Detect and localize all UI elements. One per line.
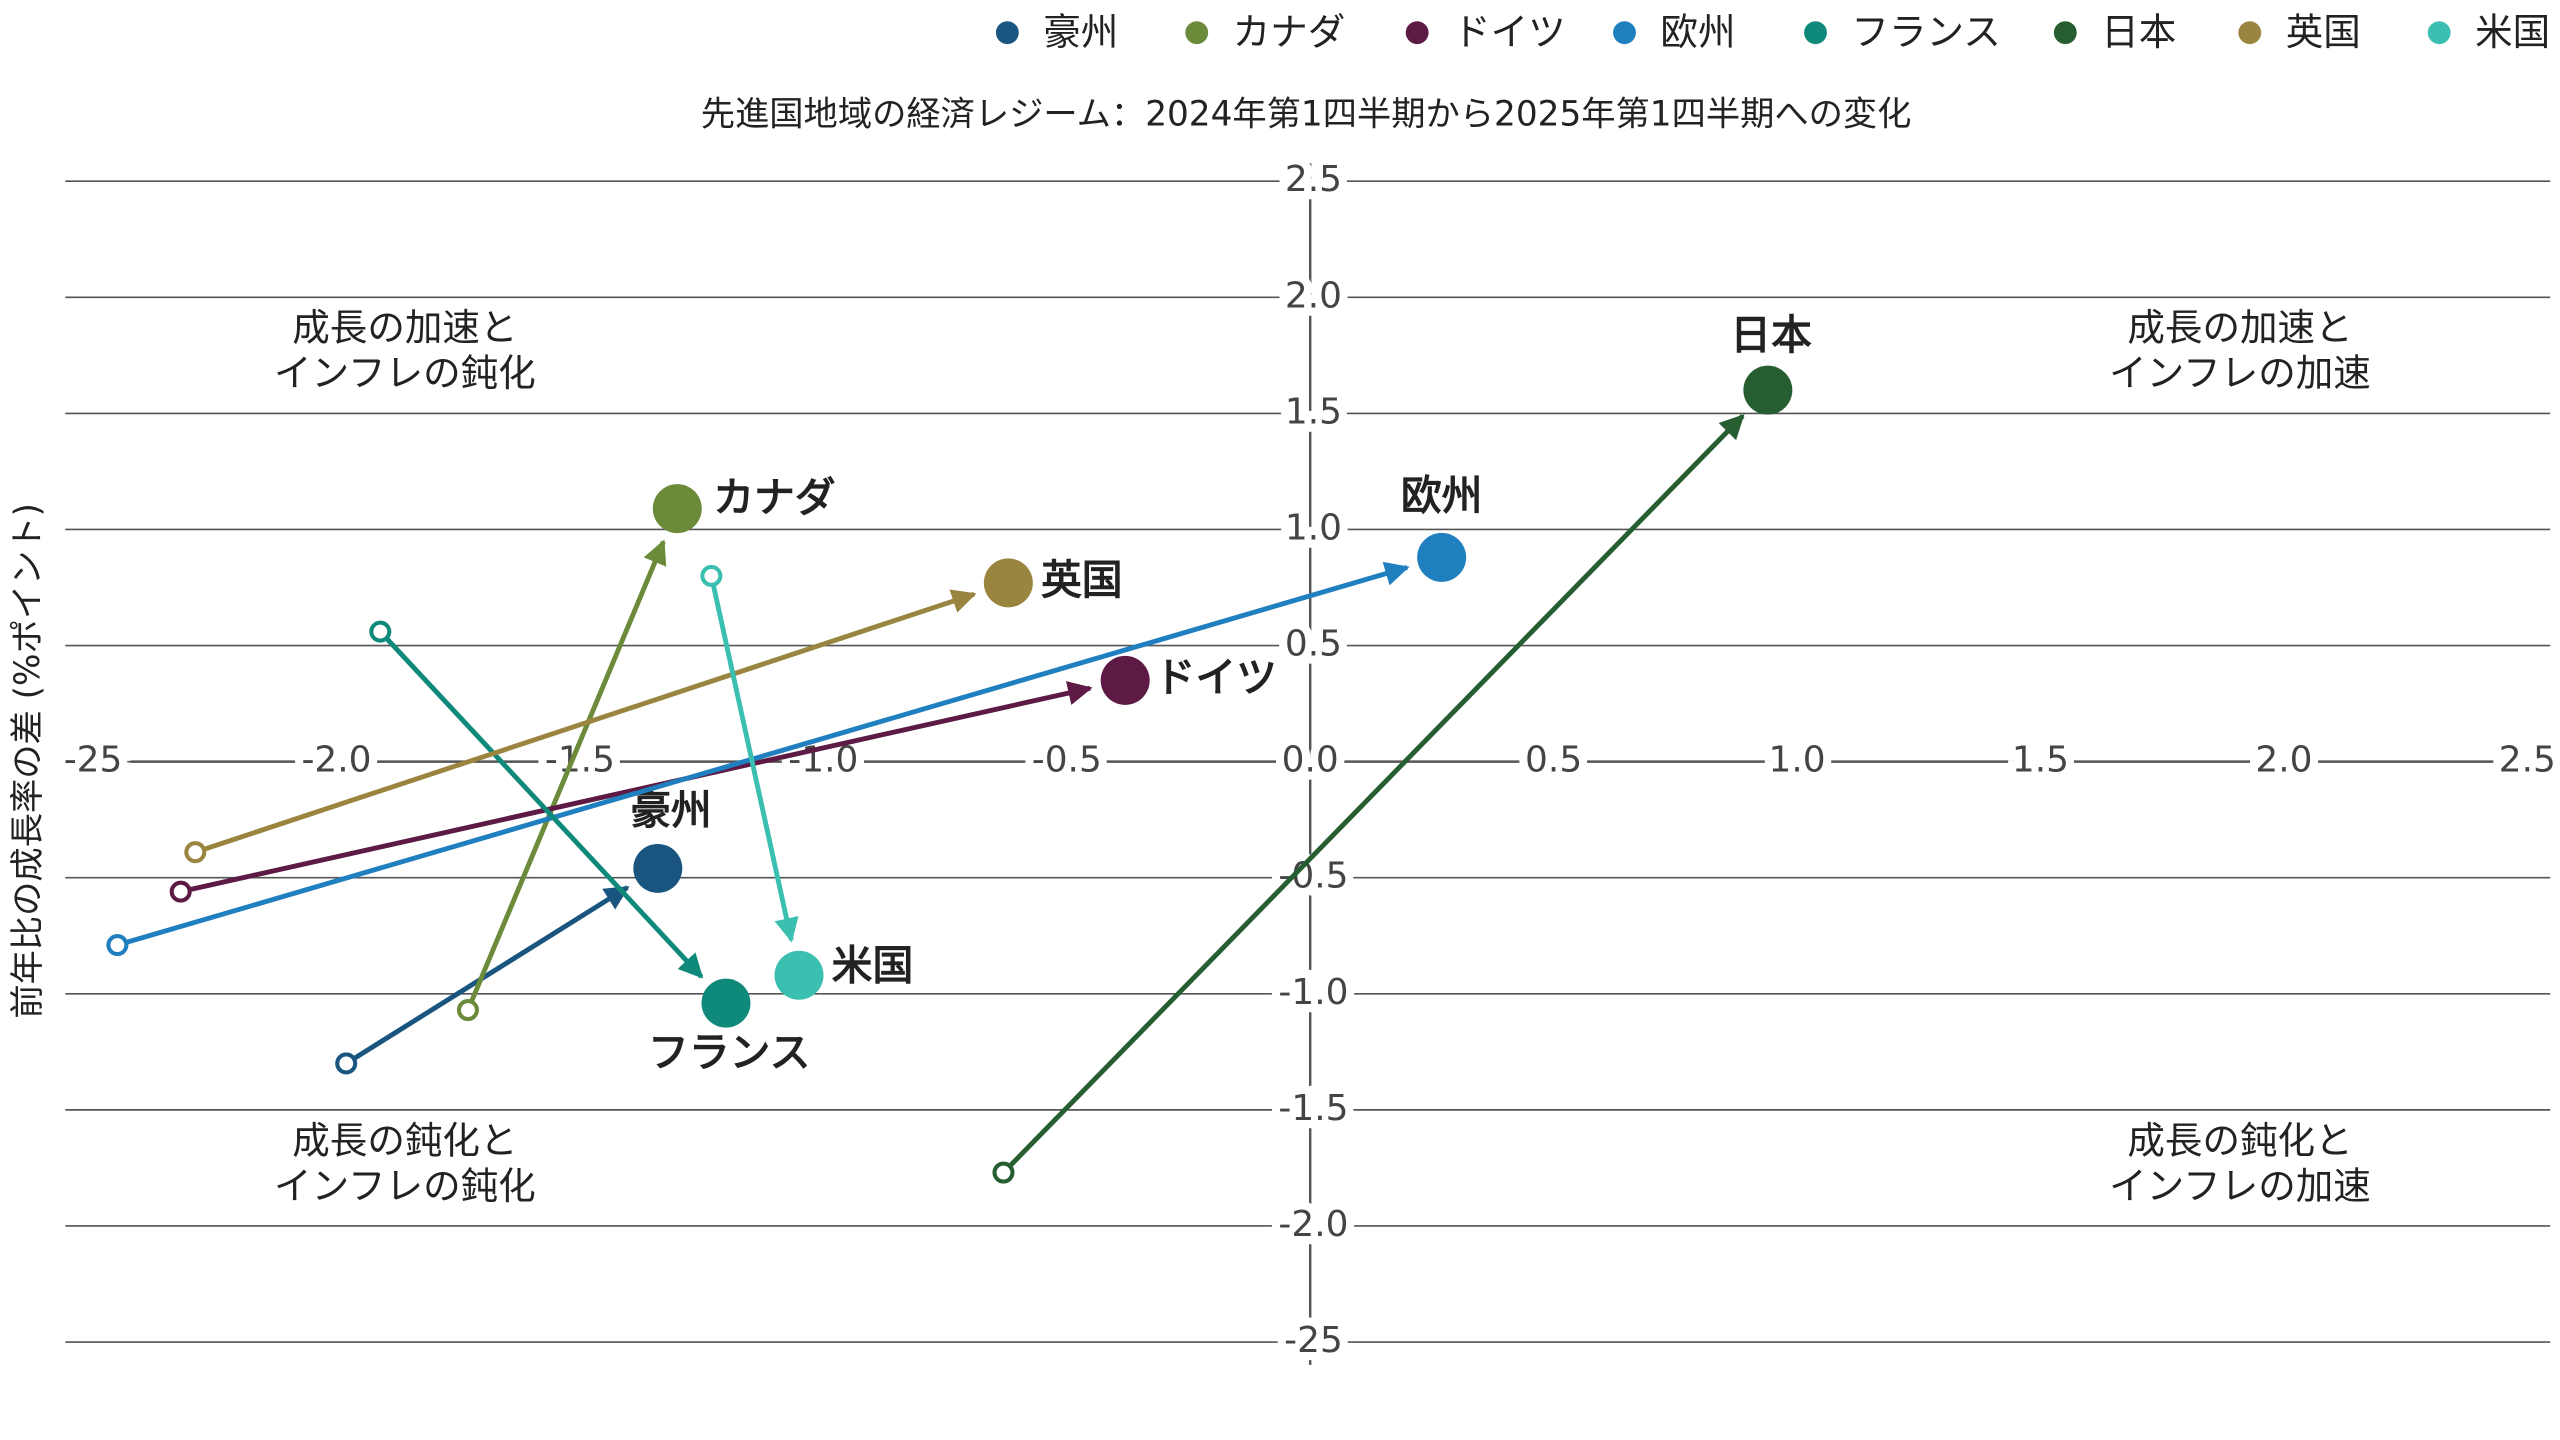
y-tick-label: -2.0	[1278, 1204, 1348, 1245]
legend-marker	[1613, 21, 1636, 45]
start-point	[456, 999, 479, 1022]
arrow	[465, 539, 667, 1011]
legend-marker	[1405, 21, 1429, 45]
chart-title: 先進国地域の経済レジーム：2024年第1四半期から2025年第1四半期への変化	[701, 94, 1912, 134]
y-tick-label: -1.0	[1278, 972, 1348, 1013]
start-point	[106, 934, 129, 957]
legend-marker	[2427, 21, 2451, 45]
end-point	[701, 978, 751, 1028]
arrow	[1001, 414, 1745, 1175]
legend-marker	[1804, 21, 1827, 45]
quadrant-annotation: インフレの鈍化	[274, 351, 536, 395]
start-point	[335, 1052, 358, 1075]
arrow	[344, 885, 630, 1066]
quadrant-annotation: インフレの加速	[2109, 1164, 2371, 1208]
x-tick-label: -2.0	[301, 740, 371, 781]
quadrant-annotation: 成長の加速と	[2127, 305, 2352, 349]
y-tick-label: -1.5	[1278, 1088, 1348, 1129]
point-label: 日本	[1730, 311, 1812, 359]
y-tick-label: 0.5	[1285, 624, 1342, 665]
legend-label: 米国	[2475, 10, 2550, 54]
legend-label: 日本	[2101, 10, 2176, 54]
legend-label: 欧州	[1660, 10, 1735, 54]
start-point	[992, 1161, 1015, 1184]
x-tick-label: -25	[64, 740, 123, 781]
x-tick-label: 0.0	[1282, 740, 1339, 781]
y-axis-label: 前年比の成長率の差 (%ポイント)	[8, 503, 48, 1019]
end-point	[1743, 365, 1793, 415]
end-point	[1100, 655, 1150, 705]
start-point	[184, 841, 207, 864]
arrow	[194, 589, 977, 855]
legend-marker	[2238, 21, 2262, 45]
x-tick-label: 2.5	[2499, 740, 2556, 781]
y-tick-label: 2.5	[1285, 159, 1342, 200]
quadrant-annotation: 成長の加速と	[292, 305, 517, 349]
quadrant-annotation: 成長の鈍化と	[2127, 1118, 2352, 1162]
point-label: 欧州	[1401, 472, 1483, 520]
start-point	[700, 564, 723, 587]
legend-marker	[995, 21, 1019, 45]
legend-label: 豪州	[1043, 10, 1118, 54]
arrow	[378, 629, 704, 979]
arrow	[708, 575, 799, 943]
legend-marker	[2053, 21, 2077, 45]
legend-marker	[1185, 21, 1209, 45]
point-label: ドイツ	[1155, 653, 1277, 701]
point-label: 米国	[832, 942, 914, 990]
y-tick-label: -25	[1284, 1320, 1343, 1361]
x-tick-label: 2.0	[2255, 740, 2312, 781]
legend-label: ドイツ	[1453, 10, 1566, 54]
point-label: 豪州	[630, 786, 712, 834]
point-label: 英国	[1041, 556, 1123, 604]
y-tick-label: 1.5	[1285, 391, 1342, 432]
end-point	[774, 950, 824, 1000]
quadrant-annotation: インフレの鈍化	[274, 1164, 536, 1208]
x-tick-label: 0.5	[1525, 740, 1582, 781]
point-label: フランス	[648, 1028, 810, 1076]
x-tick-label: 1.5	[2012, 740, 2069, 781]
point-label: カナダ	[713, 473, 835, 521]
end-point	[652, 484, 702, 534]
start-point	[369, 620, 392, 643]
end-point	[633, 843, 683, 893]
quadrant-annotation: インフレの加速	[2109, 351, 2371, 395]
y-tick-label: -0.5	[1278, 856, 1348, 897]
legend-label: フランス	[1851, 10, 2000, 54]
quadrant-annotation: 成長の鈍化と	[292, 1118, 517, 1162]
x-tick-label: -0.5	[1032, 740, 1102, 781]
arrow	[116, 561, 1410, 948]
end-point	[983, 558, 1033, 608]
legend-label: カナダ	[1233, 10, 1346, 54]
start-point	[169, 880, 192, 903]
x-tick-label: -1.5	[545, 740, 615, 781]
end-point	[1417, 532, 1467, 582]
y-tick-label: 1.0	[1285, 507, 1342, 548]
y-tick-label: 2.0	[1285, 275, 1342, 316]
arrow	[180, 681, 1093, 895]
x-tick-label: 1.0	[1769, 740, 1826, 781]
legend-label: 英国	[2286, 10, 2361, 54]
